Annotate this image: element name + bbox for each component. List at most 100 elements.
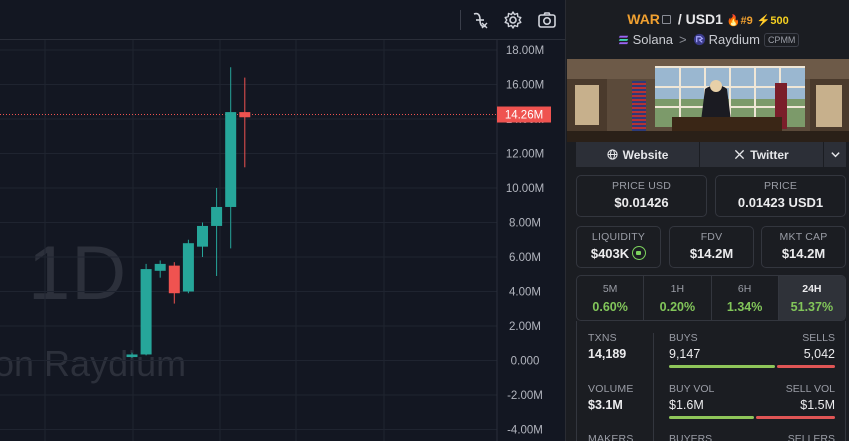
candle-body-up (154, 263, 166, 271)
sell-vol-label: SELL VOL (785, 383, 835, 395)
price-axis-tick-label: 0.000 (511, 356, 540, 368)
change-tab-5m[interactable]: 5M 0.60% (577, 276, 645, 320)
trending-rank: #9 (740, 15, 753, 27)
change-tab-6h[interactable]: 6H 1.34% (712, 276, 779, 320)
change-value: 51.37% (790, 300, 834, 314)
price-change-tabs: 5M 0.60% 1H 0.20% 6H 1.34% 24H 51.37% (576, 275, 846, 321)
social-links: Website Twitter (576, 142, 846, 167)
fdv-label: FDV (700, 231, 723, 243)
buyers-label: BUYERS (669, 433, 713, 441)
chevron-down-icon (830, 152, 840, 158)
buy-volume-bar (669, 416, 755, 419)
change-value: 0.60% (592, 300, 628, 314)
price-usd-box: PRICE USD $0.01426 (576, 175, 707, 217)
candle-body-down (239, 112, 251, 118)
market-cap-label: MKT CAP (779, 231, 828, 243)
sell-volume-bar (756, 416, 835, 419)
sell-vol-value: $1.5M (800, 398, 835, 412)
txns-label: TXNS (588, 332, 617, 344)
price-quote-box: PRICE 0.01423 USD1 (715, 175, 846, 217)
buys-bar (669, 365, 775, 368)
price-axis-tick-label: 2.00M (509, 321, 541, 333)
liquidity-value: $403K (590, 246, 630, 261)
price-label: PRICE (763, 180, 798, 192)
txns-stat: TXNS 14,189 (588, 332, 626, 361)
liquidity-box: LIQUIDITY $403K (576, 226, 661, 268)
liquidity-label: LIQUIDITY (591, 231, 646, 243)
price-axis-tick-label: 16.00M (506, 80, 544, 92)
price-axis-tick-label: 8.00M (509, 218, 541, 230)
transaction-stats: TXNS 14,189 VOLUME $3.1M MAKERS BUYS SELL… (576, 321, 846, 441)
pair-title: WAR / USD1 🔥#9 ⚡500 (566, 11, 849, 27)
pool-type-tag: CPMM (763, 33, 800, 47)
x-twitter-icon (735, 149, 745, 160)
pair-info-panel: WAR / USD1 🔥#9 ⚡500 Solana > Raydium CPMM (565, 0, 849, 441)
website-button[interactable]: Website (576, 142, 700, 167)
market-cap-box: MKT CAP $14.2M (761, 226, 846, 268)
solana-icon (618, 35, 628, 45)
quote-token-symbol: USD1 (685, 11, 723, 27)
globe-icon (606, 149, 618, 160)
raydium-icon (693, 33, 705, 46)
lightning-icon: ⚡ (756, 15, 771, 27)
buy-sell-volume-stat: BUY VOL SELL VOL $1.6M $1.5M (669, 383, 835, 419)
toolbar-divider (460, 10, 461, 30)
candle-body-up (225, 112, 237, 207)
chain-name[interactable]: Solana (632, 32, 674, 47)
buys-label: BUYS (669, 332, 698, 344)
liquidity-locked-icon[interactable] (632, 246, 647, 260)
base-token-symbol[interactable]: WAR (627, 11, 660, 27)
change-value: 1.34% (726, 300, 763, 314)
buy-vol-label: BUY VOL (669, 383, 715, 395)
website-label: Website (622, 147, 669, 162)
price-axis-tick-label: 4.00M (509, 287, 541, 299)
candle-body-up (182, 243, 194, 292)
change-period-label: 24H (802, 283, 822, 295)
fdv-value: $14.2M (689, 246, 734, 261)
change-period-label: 6H (737, 283, 752, 295)
token-banner-image (567, 59, 849, 142)
candle-body-up (126, 354, 138, 358)
volume-stat: VOLUME $3.1M (588, 383, 634, 412)
dex-name[interactable]: Raydium (708, 32, 760, 47)
breadcrumb-chevron: > (679, 32, 687, 47)
price-chart[interactable]: 1D on Raydium 18.00M16.00M14.00M12.00M10… (0, 0, 565, 441)
buys-sells-stat: BUYS SELLS 9,147 5,042 (669, 332, 835, 368)
fdv-box: FDV $14.2M (669, 226, 754, 268)
copy-address-icon[interactable] (661, 15, 671, 24)
price-usd-label: PRICE USD (612, 180, 671, 192)
change-tab-24h[interactable]: 24H 51.37% (778, 276, 845, 320)
candlestick-plot[interactable]: 18.00M16.00M14.00M12.00M10.00M8.00M6.00M… (0, 40, 565, 441)
trending-rank-badge[interactable]: 🔥#9 (727, 15, 753, 27)
boosts-badge[interactable]: ⚡500 (757, 15, 789, 27)
price-axis-tick-label: -2.00M (507, 390, 543, 402)
volume-label: VOLUME (588, 383, 634, 395)
more-links-dropdown[interactable] (824, 142, 846, 167)
twitter-label: Twitter (750, 147, 789, 162)
chain-dex-row: Solana > Raydium CPMM (566, 32, 849, 47)
candle-body-down (168, 265, 180, 294)
price-axis-tick-label: 6.00M (509, 252, 541, 264)
candle-body-up (211, 206, 223, 226)
change-tab-1h[interactable]: 1H 0.20% (644, 276, 712, 320)
change-period-label: 1H (670, 283, 685, 295)
settings-gear-icon[interactable] (503, 10, 523, 30)
txns-value: 14,189 (588, 347, 627, 361)
tx-divider (653, 333, 654, 441)
price-axis-tick-label: 18.00M (506, 45, 544, 57)
makers-stat: MAKERS (588, 433, 634, 441)
sells-bar (776, 365, 835, 368)
candle-body-up (197, 225, 208, 247)
candle-body-up (140, 269, 152, 355)
price-axis-tick-label: 12.00M (506, 149, 544, 161)
camera-snapshot-icon[interactable] (537, 10, 557, 30)
indicator-fx-icon[interactable] (470, 10, 490, 30)
dex-watermark: on Raydium (0, 343, 187, 384)
price-axis-tick-label: 10.00M (506, 183, 544, 195)
buyers-sellers-stat: BUYERS SELLERS (669, 433, 835, 441)
sells-label: SELLS (802, 332, 835, 344)
twitter-button[interactable]: Twitter (700, 142, 824, 167)
makers-label: MAKERS (588, 433, 634, 441)
change-period-label: 5M (602, 283, 618, 295)
price-usd-value: $0.01426 (614, 195, 669, 210)
